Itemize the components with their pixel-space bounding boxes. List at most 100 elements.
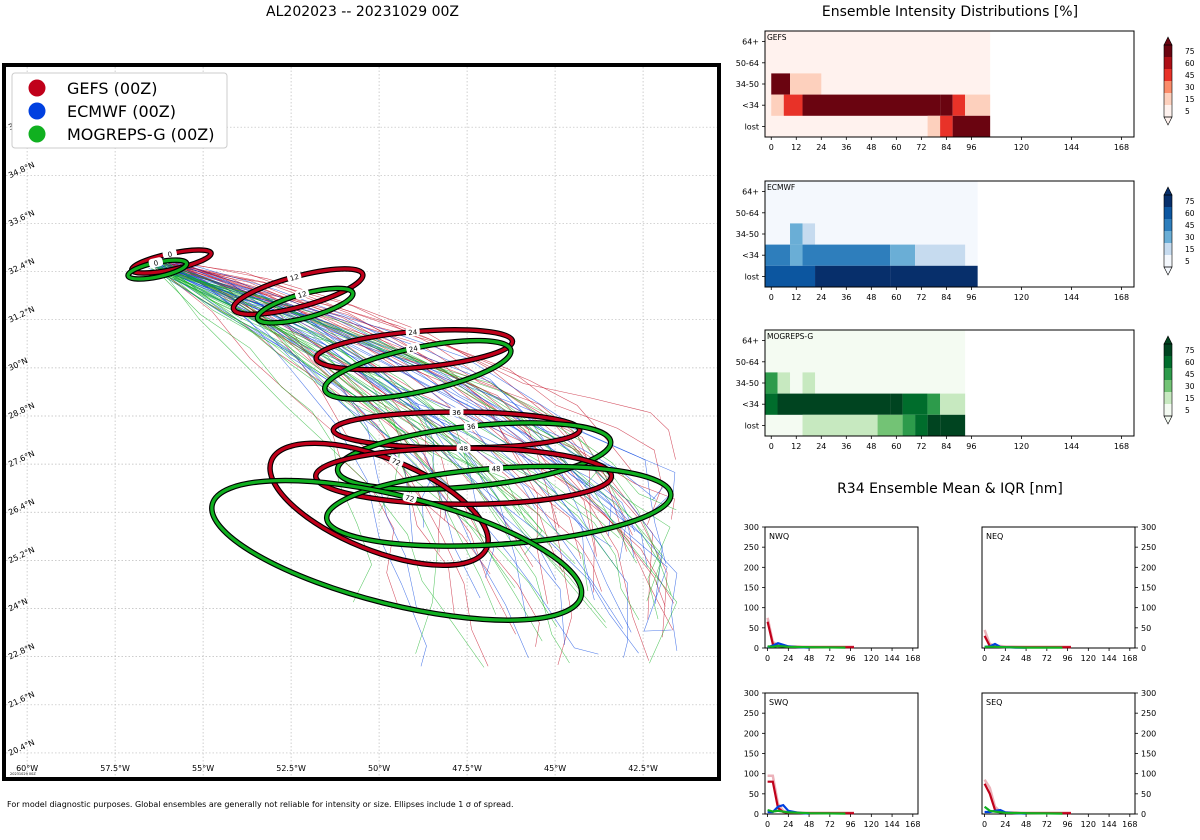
r34-ytick-label: 300 xyxy=(744,689,759,698)
member-track-mogreps-g xyxy=(159,265,516,589)
intensity-panel-title: Ensemble Intensity Distributions [%] xyxy=(821,4,1079,20)
ellipse-hour-label: 72 xyxy=(404,494,415,504)
colorbar-tick-label: 5 xyxy=(1185,406,1190,415)
heatmap-xtick-label: 168 xyxy=(1114,293,1129,302)
heatmap-category-label: <34 xyxy=(742,400,759,409)
colorbar-tick-label: 75 xyxy=(1185,346,1195,355)
ellipse-label-box xyxy=(405,326,420,337)
r34-quadrant-label: SWQ xyxy=(769,698,788,707)
r34-xtick-label: 0 xyxy=(982,654,987,663)
r34-xtick-label: 48 xyxy=(804,820,814,829)
ellipse-mogreps-g-72h: 72 xyxy=(209,477,585,623)
r34-ytick-label: 50 xyxy=(1141,624,1151,633)
member-track-ecmwf xyxy=(160,265,595,601)
colorbar-segment xyxy=(1164,207,1172,219)
member-track-ecmwf xyxy=(167,266,418,610)
heatmap-cell xyxy=(952,94,966,116)
heatmap-cell xyxy=(940,414,966,436)
heatmap-cell xyxy=(890,244,916,266)
ellipse-label-box xyxy=(162,248,177,259)
member-track-gefs xyxy=(163,262,560,528)
colorbar-tick-label: 45 xyxy=(1185,370,1195,379)
r34-ytick-label: 150 xyxy=(1141,750,1156,759)
heatmap-cell xyxy=(940,115,953,137)
r34-ytick-label: 0 xyxy=(1141,644,1146,653)
heatmap-category-label: 34-50 xyxy=(736,80,759,89)
colorbar-segment xyxy=(1164,45,1172,57)
r34-ytick-label: 200 xyxy=(1141,563,1156,572)
colorbar-tick-label: 45 xyxy=(1185,221,1195,230)
heatmap-cell xyxy=(790,73,822,95)
ellipse-mogreps-g-24h: 24 xyxy=(321,337,514,402)
r34-frame xyxy=(764,692,919,815)
heatmap-cell xyxy=(802,372,816,394)
r34-xtick-label: 72 xyxy=(1042,654,1052,663)
map-lon-tick-label: 45°W xyxy=(544,764,566,773)
heatmap-category-label: 50-64 xyxy=(736,59,759,68)
spread-ellipses: 00 12 12 24 24 36 36 72 48 48 72 xyxy=(125,247,674,623)
ellipse-gefs-48h: 48 xyxy=(312,443,615,507)
colorbar-tick-label: 75 xyxy=(1185,197,1195,206)
colorbar-segment xyxy=(1164,356,1172,368)
colorbar-segment xyxy=(1164,195,1172,207)
heatmap-cell xyxy=(771,73,791,95)
r34-ytick-label: 200 xyxy=(1141,729,1156,738)
member-track-mogreps-g xyxy=(156,270,372,603)
ellipse-hour-label: 72 xyxy=(390,457,401,468)
heatmap-cell xyxy=(940,393,966,415)
heatmap-category-label: 34-50 xyxy=(736,379,759,388)
heatmap-xtick-label: 60 xyxy=(891,442,901,451)
member-track-mogreps-g xyxy=(161,262,663,586)
heatmap-cell xyxy=(802,94,941,116)
colorbar-frame xyxy=(1163,194,1173,268)
heatmap-xtick-label: 60 xyxy=(891,143,901,152)
colorbar-tick-label: 15 xyxy=(1185,394,1195,403)
heatmap-model-label: MOGREPS-G xyxy=(767,332,813,341)
heatmap-cell xyxy=(771,94,784,116)
r34-xtick-label: 72 xyxy=(1042,820,1052,829)
ellipse-label-box xyxy=(286,271,302,283)
r34-quadrant-label: NEQ xyxy=(986,532,1003,541)
r34-xtick-label: 168 xyxy=(1122,654,1137,663)
heatmap-xtick-label: 72 xyxy=(916,143,926,152)
r34-panel-swq: SWQ 0 50 100 150 200 250 300 0 24 48 72 96 120 144 168 xyxy=(744,689,921,829)
heatmap-xtick-label: 72 xyxy=(916,442,926,451)
r34-xtick-label: 120 xyxy=(1081,654,1096,663)
heatmap-cell xyxy=(783,94,803,116)
legend-marker-ecmwf xyxy=(28,102,46,120)
heatmap-category-label: 64+ xyxy=(742,188,759,197)
heatmap-cell xyxy=(902,414,916,436)
r34-quadrant-label: SEQ xyxy=(986,698,1002,707)
ellipse-gefs-12h: 12 xyxy=(230,266,366,318)
r34-xtick-label: 24 xyxy=(1000,820,1010,829)
colorbar-segment xyxy=(1164,57,1172,69)
heatmap-category-label: 50-64 xyxy=(736,358,759,367)
ellipse-label-box xyxy=(456,443,471,453)
member-track-ecmwf xyxy=(166,257,667,564)
colorbar-segment xyxy=(1164,81,1172,93)
heatmap-cell xyxy=(777,393,891,415)
heatmap-cell xyxy=(902,393,928,415)
r34-xtick-label: 96 xyxy=(1062,820,1072,829)
r34-mean-mogreps-g xyxy=(767,644,846,649)
ellipse-label-box xyxy=(294,288,310,300)
heatmap-cell xyxy=(815,265,891,287)
heatmap-xtick-label: 96 xyxy=(966,442,976,451)
heatmap-xtick-label: 120 xyxy=(1014,293,1029,302)
r34-xtick-label: 0 xyxy=(765,820,770,829)
colorbar-segment xyxy=(1164,243,1172,255)
r34-ytick-label: 0 xyxy=(754,810,759,819)
legend-label: GEFS (00Z) xyxy=(67,79,157,98)
r34-xtick-label: 120 xyxy=(1081,820,1096,829)
heatmap-xtick-label: 144 xyxy=(1064,143,1079,152)
ellipse-hour-label: 24 xyxy=(408,344,419,354)
heatmap-xtick-label: 96 xyxy=(966,143,976,152)
heatmap-cell xyxy=(890,265,978,287)
map-lon-tick-label: 52.5°W xyxy=(276,764,306,773)
gefs_intensity-panel: GEFS 64+ 50-64 34-50 <34 lost 0 12 24 36 48 60 72 84 9… xyxy=(736,30,1195,152)
r34-xtick-label: 144 xyxy=(884,820,899,829)
heatmap-xtick-label: 144 xyxy=(1064,442,1079,451)
colorbar-tick-label: 15 xyxy=(1185,95,1195,104)
ellipse-mogreps-g-48h: 48 xyxy=(323,463,674,549)
